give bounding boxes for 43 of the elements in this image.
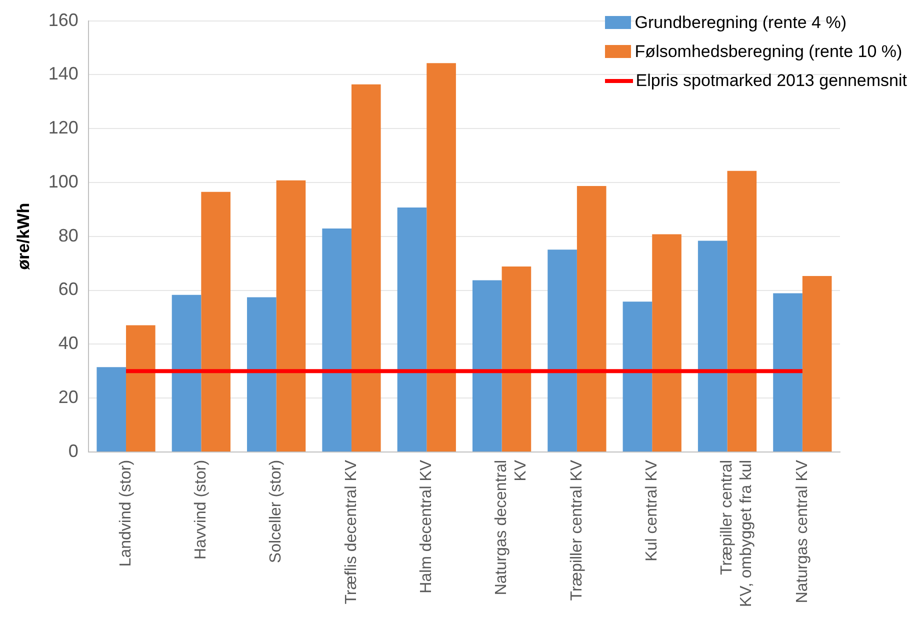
bar	[576, 186, 606, 452]
x-tick-label: Landvind (stor)	[117, 460, 134, 567]
x-tick-label: Halm decentral KV	[418, 460, 436, 594]
y-tick-label: 0	[68, 440, 78, 461]
x-tick-label: Kul central KV	[644, 460, 661, 562]
y-axis-title: øre/kWh	[14, 202, 33, 270]
y-tick-label: 20	[58, 387, 78, 408]
x-tick-label: Solceller (stor)	[268, 460, 285, 564]
bar	[322, 228, 352, 452]
y-tick-label: 60	[58, 279, 78, 300]
bar	[802, 276, 832, 452]
bar	[351, 84, 381, 452]
legend-label: Elpris spotmarked 2013 gennemsnit	[636, 70, 907, 92]
bar	[652, 234, 682, 452]
bar	[126, 325, 156, 452]
bar	[247, 297, 276, 452]
bar	[426, 63, 456, 452]
legend-label: Følsomhedsberegning (rente 10 %)	[634, 41, 902, 63]
y-tick-label: 80	[58, 225, 78, 246]
x-tick-label: Naturgas central KV	[794, 460, 811, 604]
bar	[502, 266, 532, 452]
bar	[397, 208, 427, 452]
x-tick-label: Havvind (stor)	[192, 460, 210, 560]
x-tick-label: Træflis decentral KV	[342, 460, 360, 604]
y-tick-label: 140	[48, 64, 78, 84]
bar	[201, 192, 230, 452]
y-tick-label: 100	[48, 171, 78, 192]
y-tick-label: 160	[48, 10, 78, 30]
legend-label: Grundberegning (rente 4 %)	[634, 12, 846, 34]
bar	[727, 170, 757, 452]
x-tick-label: Naturgas decentral KV	[493, 460, 530, 596]
x-tick-label: Træpiller central KV	[568, 460, 586, 601]
bar	[96, 367, 126, 452]
bar	[548, 250, 577, 452]
y-tick-label: 40	[58, 333, 78, 354]
bar	[622, 302, 652, 452]
y-tick-label: 120	[48, 118, 78, 138]
bar	[698, 240, 728, 452]
bar	[172, 294, 202, 452]
bar	[472, 280, 502, 452]
x-tick-label: Træpiller central KV, ombygget fra kul	[718, 460, 755, 607]
bar	[773, 293, 802, 452]
bar	[276, 180, 306, 452]
